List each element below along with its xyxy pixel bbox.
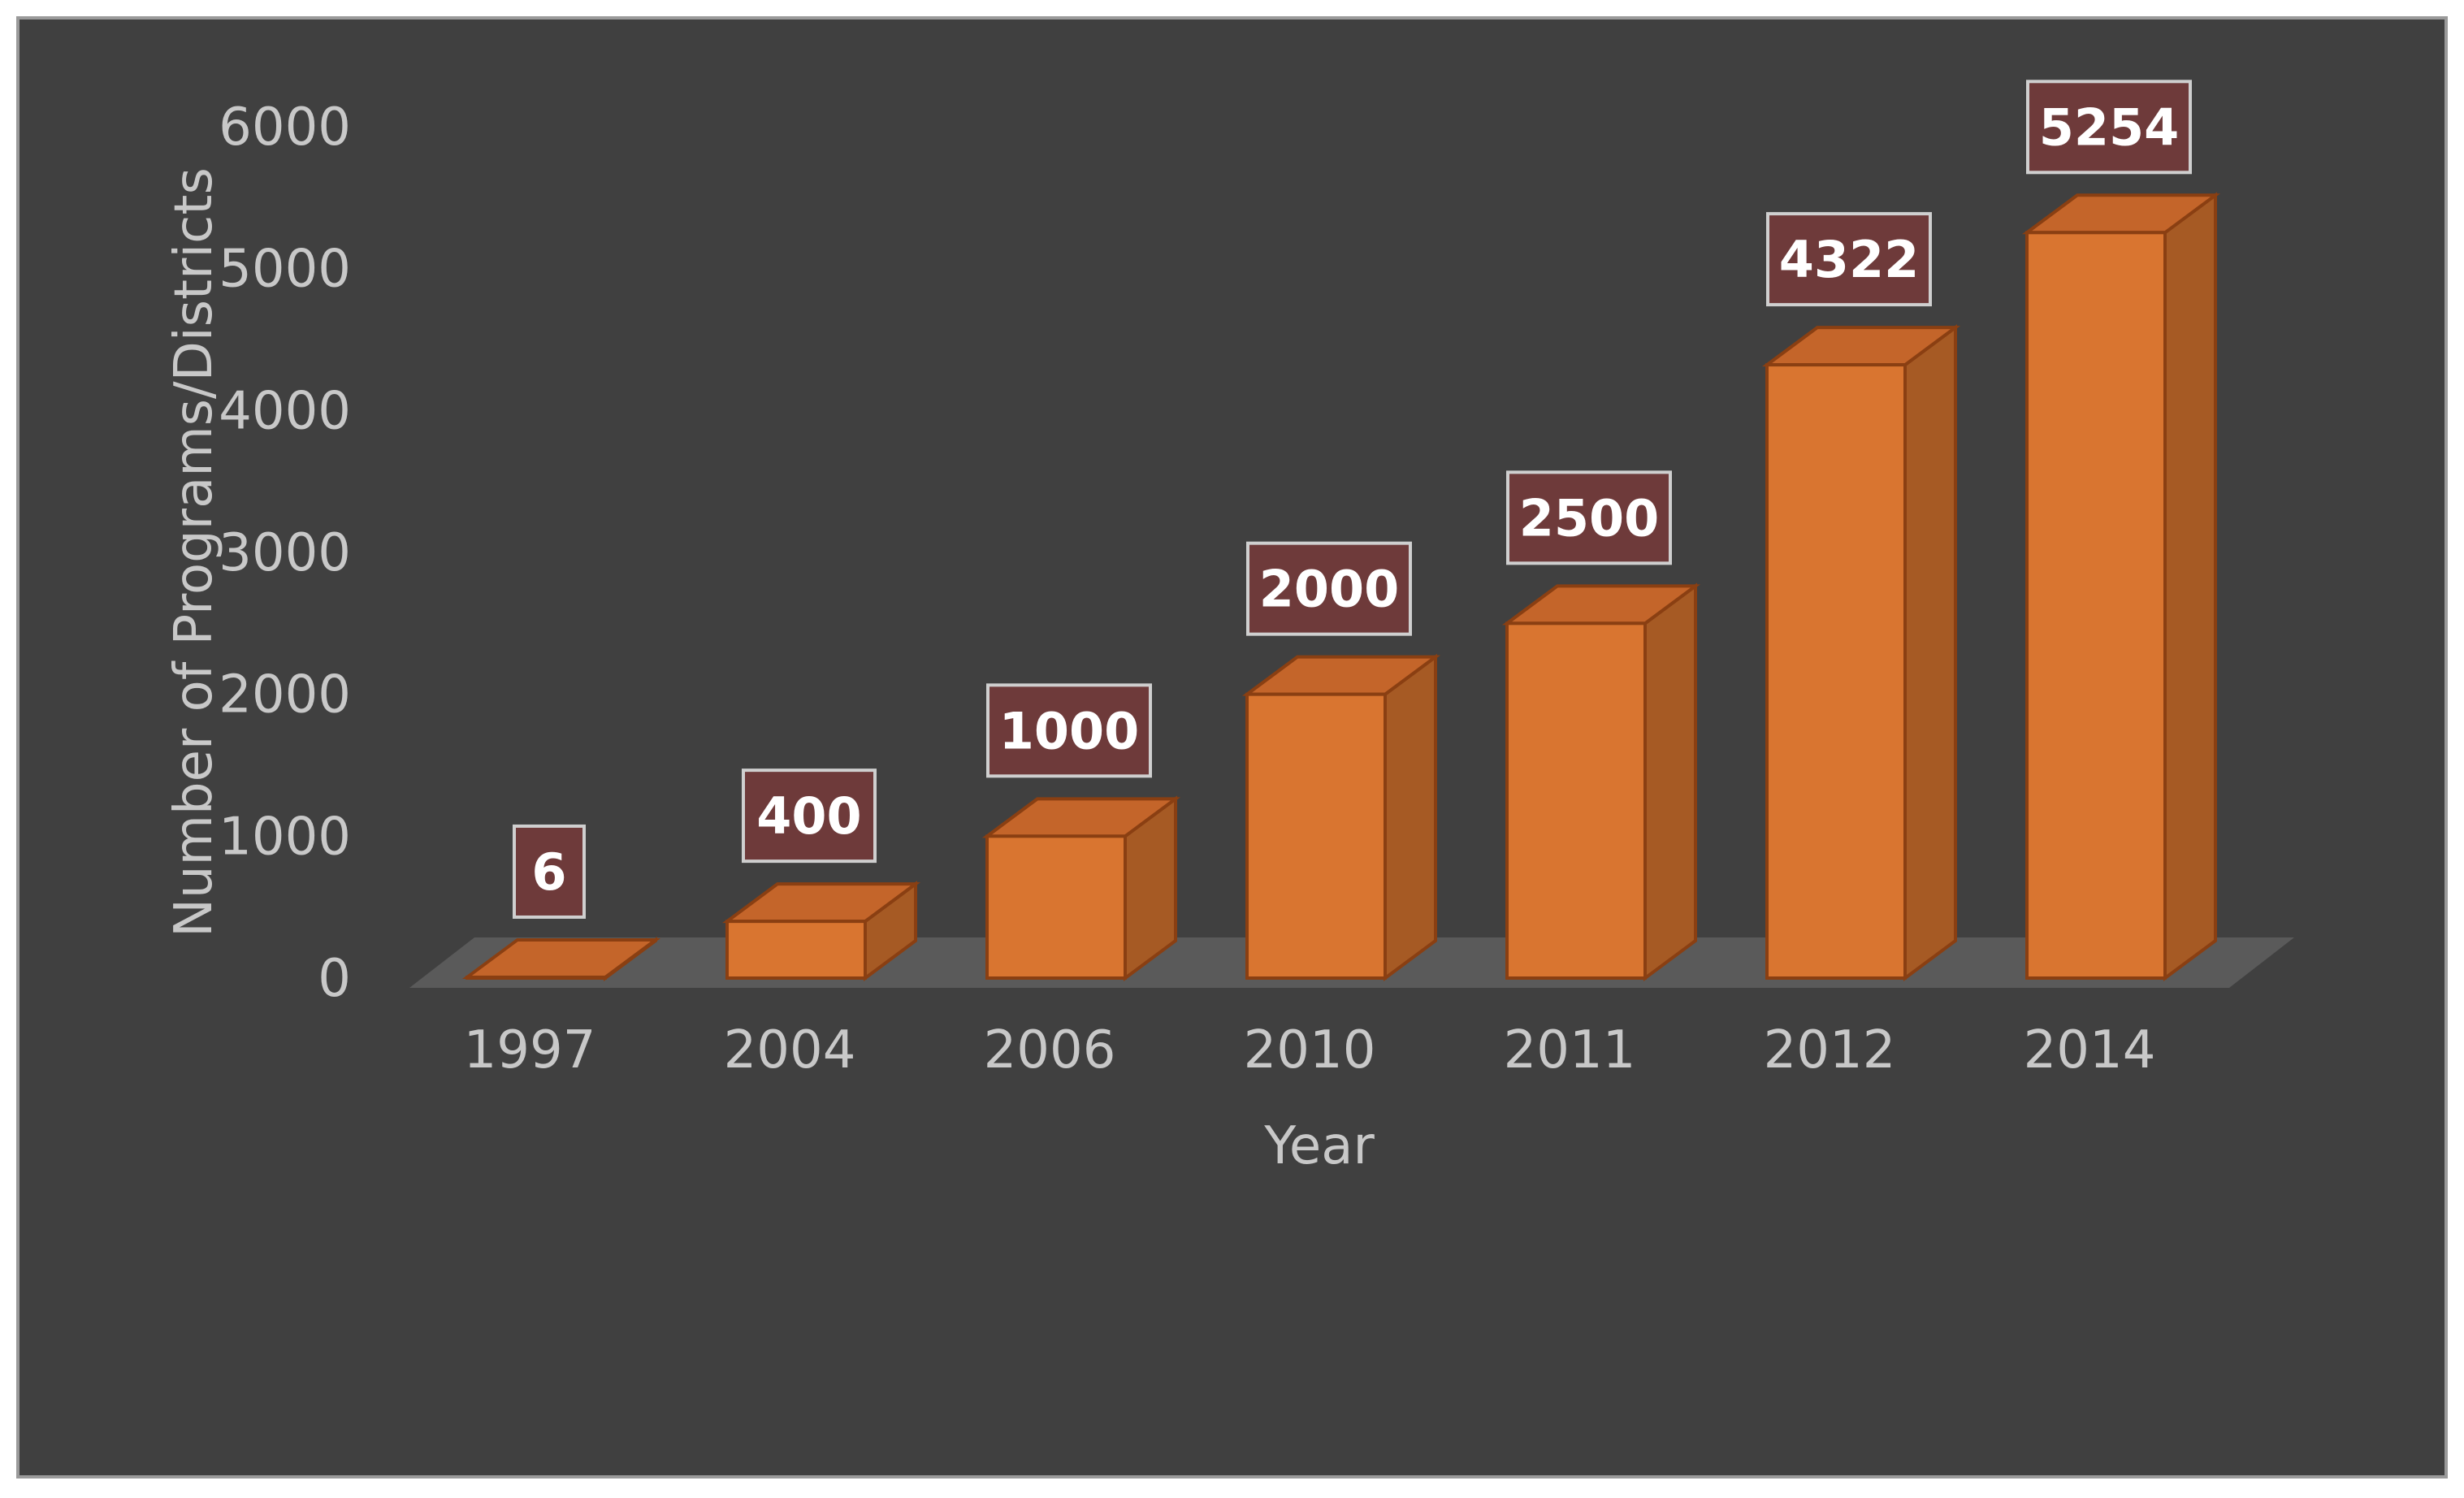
bar bbox=[981, 795, 1181, 981]
data-label: 1000 bbox=[986, 683, 1152, 778]
x-tick-label: 2014 bbox=[2024, 1020, 2156, 1080]
x-tick-label: 1997 bbox=[464, 1020, 596, 1080]
data-label-box bbox=[2026, 80, 2192, 175]
data-label-text: 5254 bbox=[2039, 97, 2180, 157]
y-tick-label: 3000 bbox=[219, 523, 351, 583]
bar-front bbox=[1505, 621, 1647, 980]
bar-side bbox=[1903, 324, 1957, 981]
bar bbox=[1241, 653, 1441, 981]
data-label-box bbox=[1766, 212, 1932, 307]
bar-side bbox=[1643, 582, 1697, 981]
bar-front bbox=[2025, 231, 2167, 980]
bar-chart: 0 1000 2000 3000 4000 5000 6000 6 400 1000 2000 25… bbox=[164, 80, 2294, 1176]
y-tick-label: 4000 bbox=[219, 381, 351, 441]
x-tick-label: 2011 bbox=[1504, 1020, 1636, 1080]
y-tick-label: 5000 bbox=[219, 240, 351, 300]
x-tick-label: 2004 bbox=[724, 1020, 856, 1080]
bar-front bbox=[1245, 692, 1387, 981]
x-tick-label: 2012 bbox=[1764, 1020, 1896, 1080]
y-tick-label: 1000 bbox=[219, 807, 351, 867]
x-axis-ticks: 1997 2004 2006 2010 2011 2012 2014 bbox=[464, 1020, 2156, 1080]
bar bbox=[2021, 192, 2221, 981]
data-label: 4322 bbox=[1766, 212, 1932, 307]
y-tick-label: 6000 bbox=[219, 97, 351, 158]
data-label-box bbox=[1506, 470, 1672, 565]
y-tick-label: 0 bbox=[318, 949, 351, 1009]
data-label-text: 2000 bbox=[1259, 560, 1400, 619]
chart-frame: 0 1000 2000 3000 4000 5000 6000 6 400 1000 2000 25… bbox=[16, 16, 2448, 1479]
data-label: 2000 bbox=[1246, 541, 1412, 636]
data-label-box bbox=[513, 824, 586, 919]
y-axis-title: Number of Programs/Districts bbox=[164, 167, 224, 937]
bar bbox=[1761, 324, 1961, 981]
x-tick-label: 2010 bbox=[1244, 1020, 1376, 1080]
data-label-box bbox=[986, 683, 1152, 778]
data-label-box bbox=[1246, 541, 1412, 636]
bar-side bbox=[1384, 653, 1437, 981]
data-label: 2500 bbox=[1506, 470, 1672, 565]
y-axis-ticks: 0 1000 2000 3000 4000 5000 6000 bbox=[219, 97, 351, 1009]
bar-front bbox=[985, 834, 1127, 980]
data-label-box bbox=[742, 768, 877, 864]
bar-front bbox=[1765, 363, 1907, 981]
bar bbox=[461, 936, 661, 981]
bars: 6 400 1000 2000 2500 4322 5254 bbox=[461, 80, 2221, 981]
data-label-text: 1000 bbox=[999, 701, 1140, 760]
bar bbox=[721, 881, 921, 981]
bar-side bbox=[2163, 192, 2217, 981]
bar-front bbox=[466, 975, 607, 981]
data-label-text: 2500 bbox=[1519, 488, 1660, 548]
data-label-text: 4322 bbox=[1779, 230, 1920, 289]
data-label: 400 bbox=[742, 768, 877, 864]
y-tick-label: 2000 bbox=[219, 665, 351, 725]
x-tick-label: 2006 bbox=[984, 1020, 1116, 1080]
data-label-text: 6 bbox=[531, 842, 566, 902]
bar-front bbox=[725, 920, 867, 980]
bar bbox=[1501, 582, 1701, 981]
data-label: 6 bbox=[513, 824, 586, 919]
data-label-text: 400 bbox=[756, 786, 861, 846]
data-label: 5254 bbox=[2026, 80, 2192, 175]
x-axis-title: Year bbox=[1263, 1116, 1375, 1176]
